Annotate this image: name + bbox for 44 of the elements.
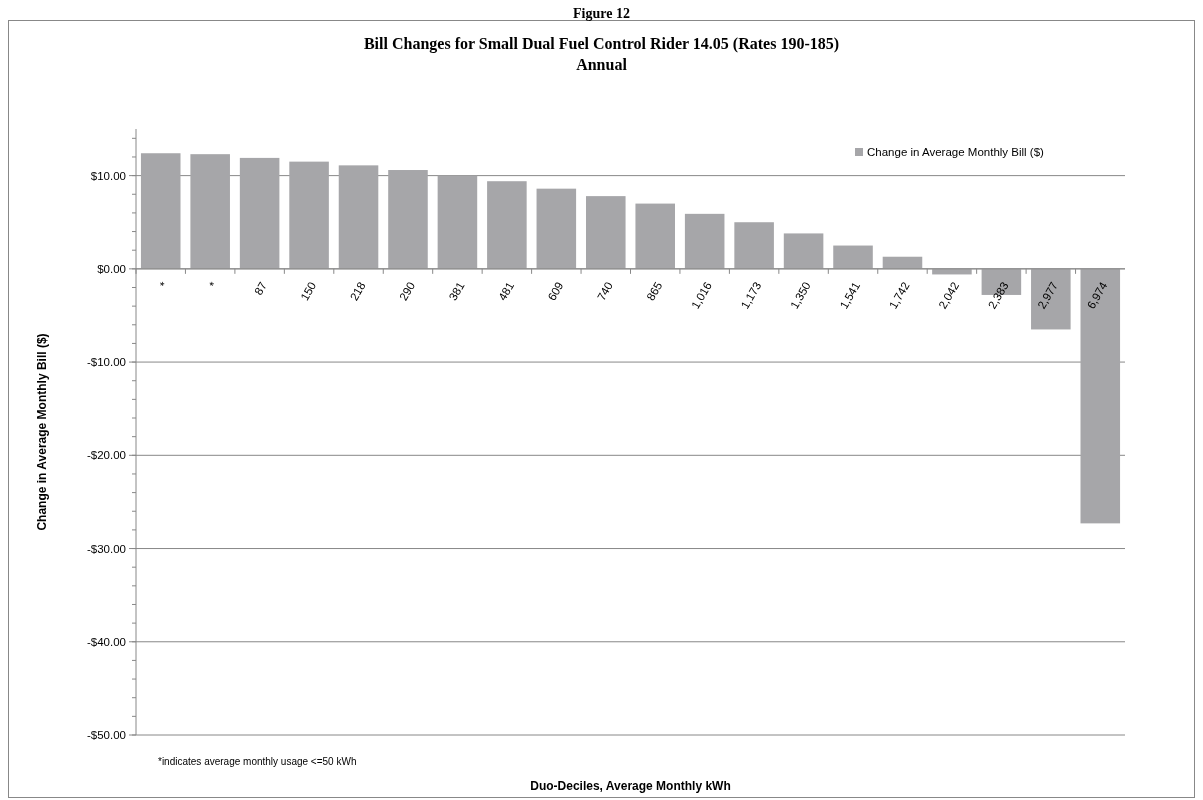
bar xyxy=(190,154,230,269)
chart-subtitle: Annual xyxy=(576,56,628,73)
bar xyxy=(635,203,676,269)
y-tick-label: -$50.00 xyxy=(86,729,126,741)
y-tick-label: -$30.00 xyxy=(86,542,126,555)
x-tick-label: 481 xyxy=(496,279,517,303)
caption: Figure 12 xyxy=(573,6,630,21)
x-axis-title: Duo-Deciles, Average Monthly kWh xyxy=(530,779,731,793)
bar xyxy=(338,165,379,269)
bar xyxy=(487,181,527,269)
bar xyxy=(586,196,626,269)
bar xyxy=(239,157,280,269)
x-tick-label: 87 xyxy=(252,279,269,297)
y-tick-label: $0.00 xyxy=(97,262,126,275)
bar xyxy=(833,245,873,269)
y-tick-label: -$40.00 xyxy=(86,635,126,648)
bar xyxy=(140,153,181,269)
bar xyxy=(882,256,923,269)
bar xyxy=(684,213,725,269)
y-tick-label: $10.00 xyxy=(90,169,126,182)
bar xyxy=(437,175,478,269)
y-tick-label: -$20.00 xyxy=(86,449,126,462)
bar xyxy=(289,161,329,269)
x-tick-label: 290 xyxy=(397,279,418,303)
x-tick-label: 218 xyxy=(347,279,368,303)
legend-label: Change in Average Monthly Bill ($) xyxy=(867,146,1045,158)
bar xyxy=(734,222,774,269)
x-tick-label: * xyxy=(157,279,171,290)
bar xyxy=(783,233,824,269)
text: *indicates average monthly usage <=50 kWh xyxy=(158,756,357,767)
x-tick-label: 150 xyxy=(298,279,319,303)
bar xyxy=(388,170,428,269)
x-tick-label: * xyxy=(206,279,220,290)
x-tick-label: 381 xyxy=(446,279,467,303)
bar xyxy=(932,268,972,275)
bar xyxy=(1031,268,1071,330)
bar xyxy=(536,188,577,269)
x-tick-label: 865 xyxy=(644,279,665,303)
x-tick-label: 740 xyxy=(595,279,615,303)
y-axis-title: Change in Average Monthly Bill ($) xyxy=(35,333,49,531)
bar xyxy=(1080,268,1121,524)
chart-title: Bill Changes for Small Dual Fuel Control Rider 14.05 (Rates 190-185) xyxy=(363,35,840,53)
y-tick-label: -$10.00 xyxy=(86,356,126,369)
x-tick-label: 609 xyxy=(545,279,566,303)
